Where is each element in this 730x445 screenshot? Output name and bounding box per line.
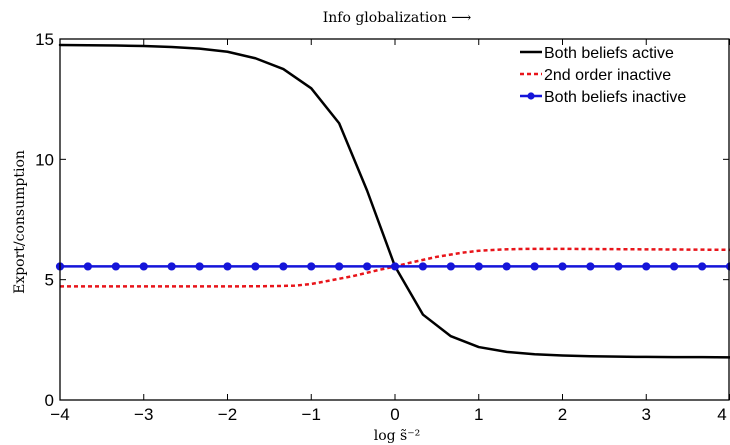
data-point [642, 262, 651, 271]
ticks-layer: −4 −3 −2 −1 0 1 2 3 4 0 5 10 15 [35, 30, 730, 424]
data-point [111, 262, 120, 271]
legend-marker-2 [527, 92, 535, 100]
x-tick-label: −2 [218, 405, 237, 424]
plot-background [60, 39, 730, 400]
plot-area [60, 39, 730, 400]
data-point [223, 262, 232, 271]
data-point [279, 262, 288, 271]
x-tick-label: −4 [50, 405, 69, 424]
data-point [83, 262, 92, 271]
x-tick-label: 0 [390, 405, 399, 424]
y-tick-label: 10 [35, 150, 54, 169]
data-point [363, 262, 372, 271]
y-tick-label: 5 [45, 271, 54, 290]
legend-label-1: 2nd order inactive [544, 67, 671, 84]
data-point [502, 262, 511, 271]
data-point [390, 262, 400, 271]
y-tick-label: 0 [45, 391, 54, 410]
x-tick-label: 1 [474, 405, 483, 424]
data-point [558, 262, 567, 271]
series-2 [55, 262, 730, 271]
data-point [418, 262, 427, 271]
legend-entry-0: Both beliefs active [520, 45, 674, 62]
data-point [335, 262, 344, 271]
data-point [614, 262, 623, 271]
data-point [446, 262, 455, 271]
data-point [139, 262, 148, 271]
data-point [698, 262, 707, 271]
x-tick-label: −3 [134, 405, 153, 424]
chart-title: Info globalization ⟶ [323, 10, 472, 26]
x-tick-label: 4 [717, 405, 726, 424]
data-point [251, 262, 260, 271]
data-point [195, 262, 204, 271]
x-tick-label: 2 [558, 405, 567, 424]
y-axis-label: Export/consumption [12, 150, 28, 294]
legend: Both beliefs active 2nd order inactive Bot… [520, 45, 686, 106]
data-point [586, 262, 595, 271]
x-axis-label: log s̃⁻² [374, 428, 421, 444]
legend-entry-1: 2nd order inactive [520, 67, 671, 84]
data-point [670, 262, 679, 271]
data-point [474, 262, 483, 271]
legend-label-0: Both beliefs active [544, 45, 674, 62]
series-layer [55, 43, 730, 359]
x-tick-label: 3 [642, 405, 651, 424]
data-point [530, 262, 539, 271]
legend-label-2: Both beliefs inactive [544, 89, 686, 106]
x-tick-label: −1 [302, 405, 321, 424]
y-tick-label: 15 [35, 30, 54, 49]
legend-entry-2: Both beliefs inactive [520, 89, 686, 106]
data-point [307, 262, 316, 271]
data-point [167, 262, 176, 271]
